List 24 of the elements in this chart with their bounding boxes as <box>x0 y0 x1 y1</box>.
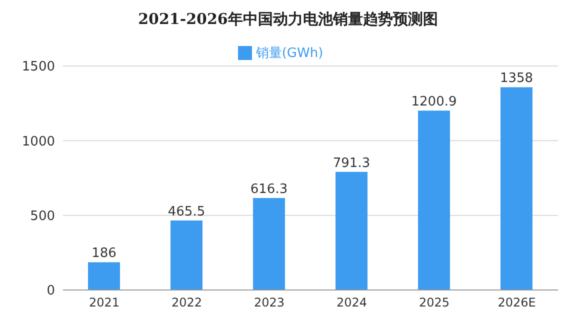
y-tick-label: 0 <box>46 284 55 299</box>
data-label: 791.3 <box>332 156 370 171</box>
data-label: 1200.9 <box>411 94 457 110</box>
data-label: 1358 <box>500 71 534 86</box>
bar <box>500 87 532 290</box>
data-label: 616.3 <box>250 182 288 197</box>
x-tick-label: 2026E <box>498 296 536 310</box>
data-label: 186 <box>92 246 116 262</box>
chart-title: 2021-2026年中国动力电池销量趋势预测图 <box>137 9 439 30</box>
y-tick-label: 500 <box>30 208 55 224</box>
y-tick-label: 1000 <box>22 134 55 150</box>
x-tick-label: 2025 <box>418 296 450 310</box>
x-tick-label: 2023 <box>254 296 285 310</box>
x-tick-label: 2021 <box>88 296 120 310</box>
bar <box>88 262 120 290</box>
bar <box>336 172 368 290</box>
bar <box>253 198 285 290</box>
y-tick-label: 1500 <box>22 60 55 75</box>
bar <box>418 110 450 290</box>
data-label: 465.5 <box>168 204 206 220</box>
x-tick-label: 2022 <box>171 296 202 310</box>
x-tick-label: 2024 <box>336 296 368 310</box>
bar <box>170 220 202 290</box>
legend-label: 销量(GWh) <box>256 46 324 61</box>
